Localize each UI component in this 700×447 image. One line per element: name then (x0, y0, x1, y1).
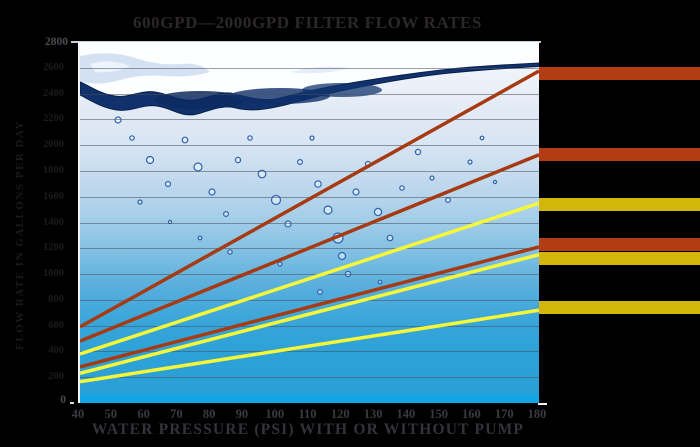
y-axis-hidden-label: 2000 (43, 139, 64, 151)
x-tick-label: 50 (104, 407, 118, 421)
bubble (479, 135, 485, 141)
gridline (80, 325, 539, 327)
y-axis-hidden-label: 2200 (43, 113, 64, 125)
x-tick-label: 170 (494, 407, 514, 421)
y-axis-hidden-label: 200 (48, 371, 64, 383)
bubble (323, 205, 333, 215)
data-lines (80, 69, 539, 384)
bubble (399, 185, 405, 191)
red-line-1 (80, 69, 539, 329)
gridline (80, 299, 539, 301)
y-axis-hidden-label: 1200 (43, 242, 64, 254)
yellow-line-2 (80, 253, 539, 375)
bubble (386, 234, 394, 242)
y-axis-title: FLOW RATE IN GALLONS PER DAY (14, 120, 26, 350)
bubble (429, 175, 435, 181)
bubble (145, 155, 155, 165)
gridline (80, 170, 539, 172)
x-tick-label: 180 (527, 407, 547, 421)
bubble (247, 135, 253, 141)
bubble (234, 156, 242, 164)
gridline (80, 145, 539, 147)
bubble (208, 188, 216, 196)
x-tick-label: 70 (170, 407, 183, 421)
x-tick-label: 130 (363, 407, 383, 421)
bubble (414, 148, 422, 156)
legend-bar (539, 198, 700, 211)
chart-title: 600GPD—2000GPD FILTER FLOW RATES (132, 13, 482, 32)
x-tick-label: 80 (202, 407, 216, 421)
x-tick-label: 120 (330, 407, 350, 421)
y-axis-min-label: 0 (60, 394, 66, 406)
bubble (277, 261, 283, 267)
y-axis-hidden-label: 2400 (43, 87, 64, 99)
gridline (80, 274, 539, 276)
wave-turbulence (155, 91, 245, 109)
legend-bar (539, 252, 700, 265)
bubble (314, 180, 322, 188)
red-line-2 (80, 153, 539, 343)
legend-bar (539, 301, 700, 314)
y-axis-hidden-label: 1400 (43, 216, 64, 228)
x-tick-label: 140 (396, 407, 416, 421)
x-axis-title: WATER PRESSURE (PSI) WITH OR WITHOUT PUM… (91, 421, 525, 438)
gridline (80, 67, 539, 69)
bubble (352, 188, 360, 196)
bubble (227, 249, 233, 255)
x-tick-label: 150 (429, 407, 449, 421)
yellow-line-3 (80, 308, 539, 384)
gridline (80, 93, 539, 95)
x-tick-label: 110 (298, 407, 317, 421)
gridline (80, 222, 539, 224)
x-tick-label: 40 (71, 407, 85, 421)
x-axis-end-tick (538, 403, 547, 405)
bubble (337, 251, 347, 261)
gridline (80, 351, 539, 353)
y-axis-hidden-label: 400 (48, 345, 64, 357)
x-tick-label: 160 (462, 407, 481, 421)
x-tick-label: 60 (137, 407, 150, 421)
bubble (197, 235, 203, 241)
gridline (80, 377, 539, 379)
gridline (80, 119, 539, 121)
red-line-3 (80, 245, 539, 369)
bubble (317, 289, 324, 296)
bubble (373, 207, 383, 217)
bubble (309, 135, 315, 141)
bubble (467, 159, 473, 165)
x-tick-label: 100 (265, 407, 285, 421)
y-axis-hidden-label: 1600 (43, 190, 64, 202)
bubble (377, 279, 383, 285)
bubble (223, 211, 230, 218)
y-axis-hidden-label: 2600 (43, 61, 64, 73)
yellow-line-1 (80, 201, 539, 356)
bubble (492, 179, 498, 185)
plot-area (78, 42, 539, 403)
bubble (257, 169, 267, 179)
bubble (164, 180, 172, 188)
foam-highlight (90, 61, 130, 73)
bubble (297, 158, 304, 165)
y-axis-hidden-label: 800 (48, 293, 64, 305)
x-tick-labels: 40 50 60 70 80 90 100 110 120 130 140 150 160 170 180 (72, 407, 547, 421)
legend-bar (539, 238, 700, 251)
y-axis-hidden-label: 600 (48, 319, 64, 331)
legend-bars (539, 0, 700, 447)
bubble (344, 270, 352, 278)
legend-bar (539, 67, 700, 80)
bubble (270, 194, 282, 206)
legend-bar (539, 148, 700, 161)
bubble (181, 136, 189, 144)
bubble (129, 135, 135, 141)
y-axis-max-label: 2800 (45, 36, 68, 48)
bubble (137, 199, 143, 205)
y-axis-hidden-label: 1800 (43, 164, 64, 176)
gridlines (80, 42, 539, 403)
y-axis-zero-tick (70, 402, 74, 404)
wave-turbulence (302, 83, 382, 97)
x-tick-label: 90 (235, 407, 249, 421)
y-axis-hidden-label: 1000 (43, 268, 64, 280)
